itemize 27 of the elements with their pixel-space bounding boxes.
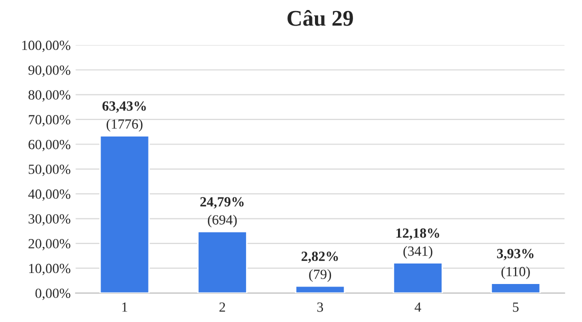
data-label: 24,79% (694): [200, 197, 244, 228]
chart-title: Câu 29: [288, 10, 353, 26]
y-tick-label: 90,00%: [28, 65, 70, 77]
y-tick-label: 60,00%: [28, 140, 70, 152]
bar: [99, 135, 150, 294]
y-tick-label: 40,00%: [28, 189, 70, 201]
y-tick-label: 10,00%: [29, 264, 70, 276]
bar: [294, 285, 346, 294]
bar: [490, 282, 541, 294]
x-tick-label: 2: [219, 302, 226, 312]
y-tick-label: 70,00%: [28, 115, 70, 126]
y-tick-label: 20,00%: [28, 239, 70, 250]
x-tick-label: 4: [414, 302, 422, 312]
bar: [197, 230, 248, 294]
y-tick-label: 50,00%: [28, 164, 70, 176]
data-label: 63,43% (1776): [102, 101, 146, 132]
y-tick-label: 100,00%: [22, 40, 70, 52]
y-tick-label: 0,00%: [35, 288, 70, 300]
x-tick-label: 1: [122, 302, 128, 312]
data-label: 2,82% (79): [302, 252, 338, 282]
y-tick-label: 80,00%: [28, 90, 70, 102]
bar: [392, 262, 444, 294]
data-label: 3,93% (110): [497, 248, 534, 280]
x-tick-label: 3: [317, 302, 324, 312]
x-tick-label: 5: [512, 302, 519, 312]
y-tick-label: 30,00%: [28, 214, 70, 226]
data-label: 12,18% (341): [396, 228, 440, 259]
